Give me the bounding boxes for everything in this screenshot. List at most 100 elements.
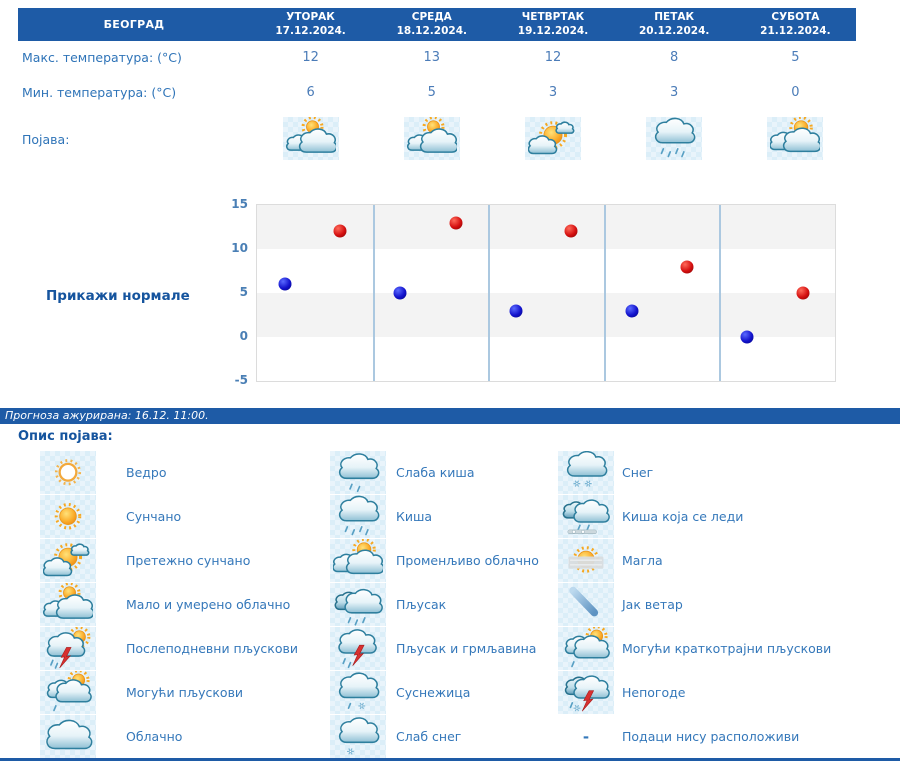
legend-label: Магла — [622, 553, 663, 568]
max-temp-point — [333, 224, 347, 238]
min-temp-row-label: Мин. температура: (°C) — [22, 85, 177, 100]
legend-icon-tile — [40, 539, 96, 582]
fog-icon — [568, 545, 604, 573]
max-temp-value: 13 — [423, 50, 441, 65]
phenomenon-icon-tile — [767, 116, 824, 160]
forecast-table-header: БЕОГРАД УТОРАК 17.12.2024. СРЕДА 18.12.2024… — [18, 8, 856, 41]
max-temp-row-label: Макс. температура: (°C) — [22, 50, 182, 65]
min-temp-point — [393, 286, 407, 300]
legend-icon-tile — [330, 583, 386, 626]
cloud-sun-storm-icon — [46, 626, 91, 669]
cloud-sun-rain-icon — [564, 626, 610, 667]
legend-icon-tile — [40, 451, 96, 494]
legend-label: Слаба киша — [396, 465, 475, 480]
max-temp-point — [680, 260, 694, 274]
sun-icon — [54, 502, 82, 530]
day-header: УТОРАК 17.12.2024. — [275, 10, 346, 37]
storm-icon — [564, 674, 610, 711]
legend-label: Могући краткотрајни пљускови — [622, 641, 832, 656]
legend-item: Суснежица — [330, 671, 539, 714]
legend-label: Пљусак — [396, 597, 447, 612]
legend-label: Непогоде — [622, 685, 686, 700]
clouds-sun-var-icon — [770, 116, 821, 152]
phenomenon-row-label: Појава: — [22, 132, 70, 147]
legend-item: Пљусак — [330, 583, 539, 626]
legend-item: Променљиво облачно — [330, 538, 539, 582]
day-header: ПЕТАК 20.12.2024. — [638, 10, 710, 37]
day-separator-line — [372, 205, 375, 381]
legend-item: Киша која се леди — [558, 495, 831, 538]
legend-label: Слаб снег — [396, 729, 462, 744]
y-axis-tick-label: 10 — [231, 241, 248, 255]
legend-column-1: Ведро Сунчано Претежно сунчано Мало и ум… — [40, 451, 298, 759]
min-temp-value: 6 — [306, 85, 315, 100]
max-temp-point — [449, 216, 463, 230]
legend-label: Пљусак и грмљавина — [396, 641, 537, 656]
cloud-storm-icon — [338, 628, 377, 668]
legend-icon-tile: - — [558, 715, 614, 758]
day-separator-line — [719, 205, 722, 381]
legend-icon-tile — [40, 626, 96, 670]
cloud-rain-icon — [338, 495, 380, 535]
legend-icon-tile — [558, 539, 614, 582]
cloud-light-rain-icon — [338, 452, 380, 492]
legend-label: Киша која се леди — [622, 509, 744, 524]
legend-label: Подаци нису расположиви — [622, 729, 800, 744]
legend-icon-tile — [40, 670, 96, 714]
day-header: СУБОТА 21.12.2024. — [760, 10, 831, 37]
min-temp-point — [278, 277, 292, 291]
forecast-updated-status: Прогноза ажурирана: 16.12. 11:00. — [0, 408, 900, 424]
legend-label: Мало и умерено облачно — [126, 597, 291, 612]
legend-icon-tile — [558, 626, 614, 670]
legend-label: Претежно сунчано — [126, 553, 251, 568]
legend-label: Сунчано — [126, 509, 182, 524]
y-axis-tick-label: 0 — [239, 329, 248, 343]
legend-title: Опис појава: — [18, 429, 113, 444]
min-temp-row: 6 5 3 3 0 — [250, 85, 856, 100]
cloud-light-snow-icon — [338, 716, 380, 755]
clouds-freezing-rain-icon — [562, 498, 610, 534]
min-temp-value: 3 — [670, 85, 679, 100]
max-temp-value: 5 — [791, 50, 800, 65]
legend-icon-tile — [558, 671, 614, 714]
min-temp-value: 0 — [791, 85, 800, 100]
max-temp-value: 12 — [544, 50, 562, 65]
legend-item: Мало и умерено облачно — [40, 582, 298, 626]
legend-column-2: Слаба киша Киша Променљиво облачно Пљуса… — [330, 451, 539, 759]
legend-label: Снег — [622, 465, 654, 480]
legend-item: Непогоде — [558, 671, 831, 714]
y-axis-tick-label: 5 — [239, 285, 248, 299]
phenomenon-row — [250, 116, 856, 160]
legend-icon-tile — [40, 495, 96, 538]
max-temp-point — [564, 224, 578, 238]
max-temp-value: 12 — [302, 50, 319, 65]
legend-icon-tile — [558, 495, 614, 538]
legend-label: Ведро — [126, 465, 167, 480]
legend-label: Променљиво облачно — [396, 553, 539, 568]
day-header: СРЕДА 18.12.2024. — [396, 10, 467, 37]
cloud-rain-snow-icon — [338, 672, 380, 709]
legend-item: Могући пљускови — [40, 670, 298, 714]
show-normals-link[interactable]: Прикажи нормале — [46, 288, 190, 304]
legend-label: Киша — [396, 509, 433, 524]
legend-item: Облачно — [40, 715, 298, 758]
legend-icon-tile — [330, 451, 386, 494]
wind-icon — [569, 586, 599, 616]
clouds-rain-icon — [334, 588, 383, 626]
legend-item: Послеподневни пљускови — [40, 626, 298, 670]
legend-icon-tile — [330, 627, 386, 670]
legend-item: Претежно сунчано — [40, 539, 298, 582]
legend-column-3: Снег Киша која се леди Магла Јак ветар М… — [558, 450, 832, 759]
day-header: ЧЕТВРТАК 19.12.2024. — [517, 10, 589, 37]
max-temp-row: 12 13 12 8 5 — [250, 50, 856, 65]
day-separator-line — [603, 205, 606, 381]
phenomenon-icon-tile — [646, 117, 703, 160]
phenomenon-icon-tile — [282, 116, 339, 160]
legend-item: Сунчано — [40, 495, 298, 538]
cloud-sun-rain-icon — [46, 670, 92, 711]
max-temp-value: 8 — [670, 50, 679, 65]
day-separator-line — [488, 205, 491, 381]
legend-item: Киша — [330, 495, 539, 538]
phenomenon-icon-tile — [403, 116, 460, 160]
